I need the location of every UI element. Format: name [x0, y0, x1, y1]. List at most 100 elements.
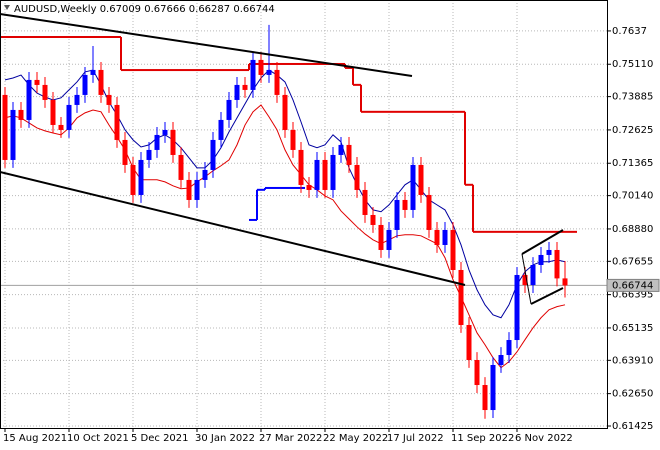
candle-body [418, 164, 424, 195]
candle-body [306, 184, 312, 190]
candle-body [250, 59, 256, 90]
candle-body [474, 360, 480, 386]
candle-body [466, 325, 472, 361]
candle-body [34, 79, 40, 85]
candle-body [402, 199, 408, 210]
candle-body [178, 154, 184, 180]
x-tick-label: 27 Mar 2022 [259, 433, 322, 444]
candle-body [370, 214, 376, 225]
channel-lower [0, 171, 466, 286]
title-symbol: AUDUSD,Weekly [14, 4, 97, 15]
candle-body [258, 59, 264, 75]
indicator-line [4, 69, 566, 319]
candle-body [410, 164, 416, 210]
trend-lines [0, 13, 564, 305]
candle-body [18, 109, 24, 120]
candle-body [10, 109, 16, 160]
title-close: 0.66744 [233, 4, 274, 15]
x-tick-label: 15 Aug 2021 [3, 433, 67, 444]
x-tick-label: 22 May 2022 [323, 433, 388, 444]
candle-body [322, 159, 328, 190]
candle-body [210, 139, 216, 170]
candle-body [442, 229, 448, 245]
candle-body [82, 74, 88, 95]
candle-body [546, 249, 552, 255]
candle-body [394, 199, 400, 230]
candle-body [202, 169, 208, 180]
candle-body [162, 129, 168, 135]
candle-body [538, 254, 544, 265]
candle-body [290, 129, 296, 150]
candle-body [138, 159, 144, 195]
candle-body [338, 144, 344, 155]
candle-body [186, 179, 192, 200]
candle-body [346, 144, 352, 165]
y-tick-label: 0.7637 [612, 26, 647, 37]
y-tick-label: 0.73885 [612, 92, 653, 103]
candle-body [2, 94, 8, 160]
channel-upper [0, 13, 413, 77]
y-tick-label: 0.63910 [612, 355, 653, 366]
price-label-box [606, 278, 660, 292]
candle-body [522, 274, 528, 286]
candle-body [554, 249, 560, 279]
y-tick-label: 0.67655 [612, 256, 653, 267]
plot-frame [0, 0, 608, 429]
x-tick-label: 11 Sep 2022 [451, 433, 514, 444]
candle-body [506, 340, 512, 356]
flag-side [521, 253, 532, 305]
candle-body [98, 69, 104, 95]
candle-body [514, 274, 520, 341]
candle-body [130, 164, 136, 195]
candle-body [194, 179, 200, 200]
y-tick-label: 0.71365 [612, 158, 653, 169]
candle-body [266, 69, 272, 75]
candle-body [154, 134, 160, 150]
x-tick-label: 17 Jul 2022 [387, 433, 444, 444]
candle-body [74, 94, 80, 105]
candle-body [170, 129, 176, 155]
y-tick-label: 0.68880 [612, 224, 653, 235]
candle-body [234, 84, 240, 100]
axes-layer: 0.7637 0.75110 0.73885 0.72625 0.71365 0.7014… [3, 26, 660, 444]
candle-body [114, 104, 120, 140]
marks-layer [1, 24, 577, 419]
candle-body [490, 365, 496, 411]
candle-body [354, 164, 360, 190]
x-tick-label: 5 Dec 2021 [131, 433, 189, 444]
candle-body [50, 99, 56, 125]
candle-body [378, 224, 384, 250]
candle-body [530, 264, 536, 286]
x-tick-label: 6 Nov 2022 [515, 433, 573, 444]
y-tick-label: 0.70140 [612, 191, 653, 202]
x-tick-label: 30 Jan 2022 [195, 433, 255, 444]
candle-body [362, 189, 368, 215]
candle-body [122, 139, 128, 165]
price-label: 0.66744 [612, 280, 653, 291]
y-tick-label: 0.72625 [612, 125, 653, 136]
candle-body [106, 94, 112, 105]
chart-title: AUDUSD,Weekly 0.67009 0.67666 0.66287 0.… [14, 4, 275, 15]
candle-body [42, 84, 48, 100]
candle-body [298, 149, 304, 185]
x-tick-label: 10 Oct 2021 [67, 433, 129, 444]
candle-body [66, 104, 72, 130]
title-open: 0.67009 [100, 4, 141, 15]
candle-body [58, 124, 64, 130]
title-low: 0.66287 [189, 4, 230, 15]
candle-body [330, 154, 336, 190]
y-tick-label: 0.66395 [612, 290, 653, 301]
candle-body [498, 355, 504, 366]
y-tick-label: 0.61425 [612, 421, 653, 432]
candle-body [458, 269, 464, 326]
candle-body [90, 69, 96, 75]
candle-body [386, 229, 392, 250]
y-tick-label: 0.75110 [612, 59, 653, 70]
candle-body [314, 159, 320, 190]
candle-body [482, 385, 488, 411]
candle-body [146, 149, 152, 160]
candle-body [562, 278, 568, 286]
flag-upper [521, 229, 564, 255]
